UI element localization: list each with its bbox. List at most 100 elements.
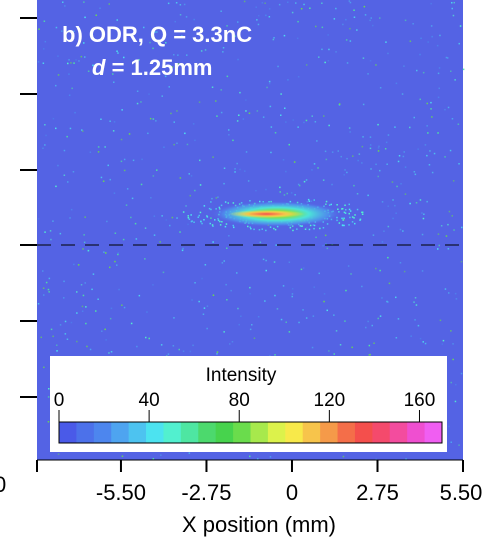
noise-speckle	[81, 129, 83, 131]
noise-speckle	[417, 148, 419, 150]
noise-speckle	[261, 2, 264, 4]
noise-speckle	[437, 132, 439, 134]
noise-speckle	[85, 306, 87, 308]
noise-speckle	[295, 2, 297, 4]
noise-speckle	[302, 267, 305, 269]
colorbar-tick-label: 80	[229, 390, 250, 411]
noise-speckle	[346, 157, 348, 160]
beam-speckle	[203, 219, 205, 221]
noise-speckle	[247, 180, 250, 182]
noise-speckle	[352, 155, 354, 157]
noise-speckle	[220, 10, 222, 12]
beam-speckle	[356, 208, 359, 211]
beam-speckle	[354, 222, 356, 225]
beam-speckle	[348, 224, 350, 226]
beam-speckle	[348, 208, 351, 211]
noise-speckle	[102, 180, 105, 182]
noise-speckle	[328, 48, 330, 51]
noise-speckle	[237, 307, 239, 310]
noise-speckle	[91, 288, 93, 291]
noise-speckle	[436, 44, 439, 47]
noise-speckle	[367, 320, 369, 323]
noise-speckle	[173, 143, 175, 146]
noise-speckle	[44, 144, 46, 146]
noise-speckle	[256, 110, 259, 112]
beam-speckle	[361, 213, 364, 215]
noise-speckle	[245, 110, 247, 112]
x-tick-label: -2.75	[181, 480, 231, 505]
noise-speckle	[56, 344, 58, 346]
noise-speckle	[253, 337, 256, 339]
noise-speckle	[303, 121, 305, 124]
noise-speckle	[112, 130, 115, 132]
noise-speckle	[249, 286, 251, 289]
noise-speckle	[426, 154, 428, 157]
noise-speckle	[243, 0, 246, 3]
noise-speckle	[457, 123, 460, 125]
noise-speckle	[427, 132, 429, 134]
noise-speckle	[377, 123, 379, 126]
noise-speckle	[324, 150, 327, 153]
noise-speckle	[353, 16, 356, 18]
noise-speckle	[212, 156, 214, 158]
beam-speckle	[233, 226, 235, 229]
noise-speckle	[42, 62, 45, 64]
beam-speckle	[240, 202, 243, 204]
noise-speckle	[156, 169, 158, 171]
noise-speckle	[442, 339, 445, 342]
noise-speckle	[146, 311, 148, 313]
noise-speckle	[95, 14, 97, 16]
noise-speckle	[419, 53, 421, 56]
noise-speckle	[255, 6, 257, 8]
noise-speckle	[325, 203, 327, 205]
noise-speckle	[285, 321, 287, 323]
beam-speckle	[361, 211, 363, 214]
noise-speckle	[342, 23, 344, 26]
annotation-line-2: d = 1.25mm	[92, 55, 212, 80]
noise-speckle	[77, 264, 80, 266]
noise-speckle	[422, 71, 425, 74]
noise-speckle	[222, 47, 225, 49]
noise-speckle	[292, 119, 294, 121]
noise-speckle	[117, 252, 119, 254]
beam-speckle	[325, 200, 328, 203]
noise-speckle	[345, 18, 347, 21]
noise-speckle	[268, 82, 271, 85]
noise-speckle	[264, 300, 266, 302]
noise-speckle	[64, 333, 67, 335]
noise-speckle	[402, 155, 405, 158]
noise-speckle	[327, 34, 329, 36]
beam-speckle	[353, 217, 355, 219]
noise-speckle	[251, 324, 253, 326]
noise-speckle	[431, 171, 434, 174]
noise-speckle	[404, 19, 407, 22]
noise-speckle	[194, 139, 196, 142]
noise-speckle	[459, 25, 462, 27]
noise-speckle	[447, 248, 450, 250]
beam-speckle	[343, 224, 345, 227]
noise-speckle	[300, 268, 303, 271]
noise-speckle	[144, 258, 146, 260]
noise-speckle	[165, 42, 167, 44]
noise-speckle	[427, 41, 429, 43]
noise-speckle	[444, 156, 446, 158]
noise-speckle	[369, 353, 371, 356]
noise-speckle	[132, 159, 135, 162]
colorbar-swatch	[302, 422, 321, 443]
noise-speckle	[74, 111, 76, 114]
noise-speckle	[130, 216, 132, 219]
noise-speckle	[185, 16, 188, 18]
noise-speckle	[212, 241, 214, 243]
noise-speckle	[384, 148, 387, 150]
noise-speckle	[272, 38, 275, 41]
beam-speckle	[209, 222, 211, 225]
noise-speckle	[395, 82, 398, 85]
beam-speckle	[250, 227, 252, 230]
noise-speckle	[78, 60, 80, 62]
noise-speckle	[187, 223, 189, 226]
noise-speckle	[231, 341, 234, 343]
noise-speckle	[44, 40, 47, 43]
beam-speckle	[348, 203, 350, 206]
noise-speckle	[192, 123, 195, 125]
noise-speckle	[375, 267, 377, 270]
